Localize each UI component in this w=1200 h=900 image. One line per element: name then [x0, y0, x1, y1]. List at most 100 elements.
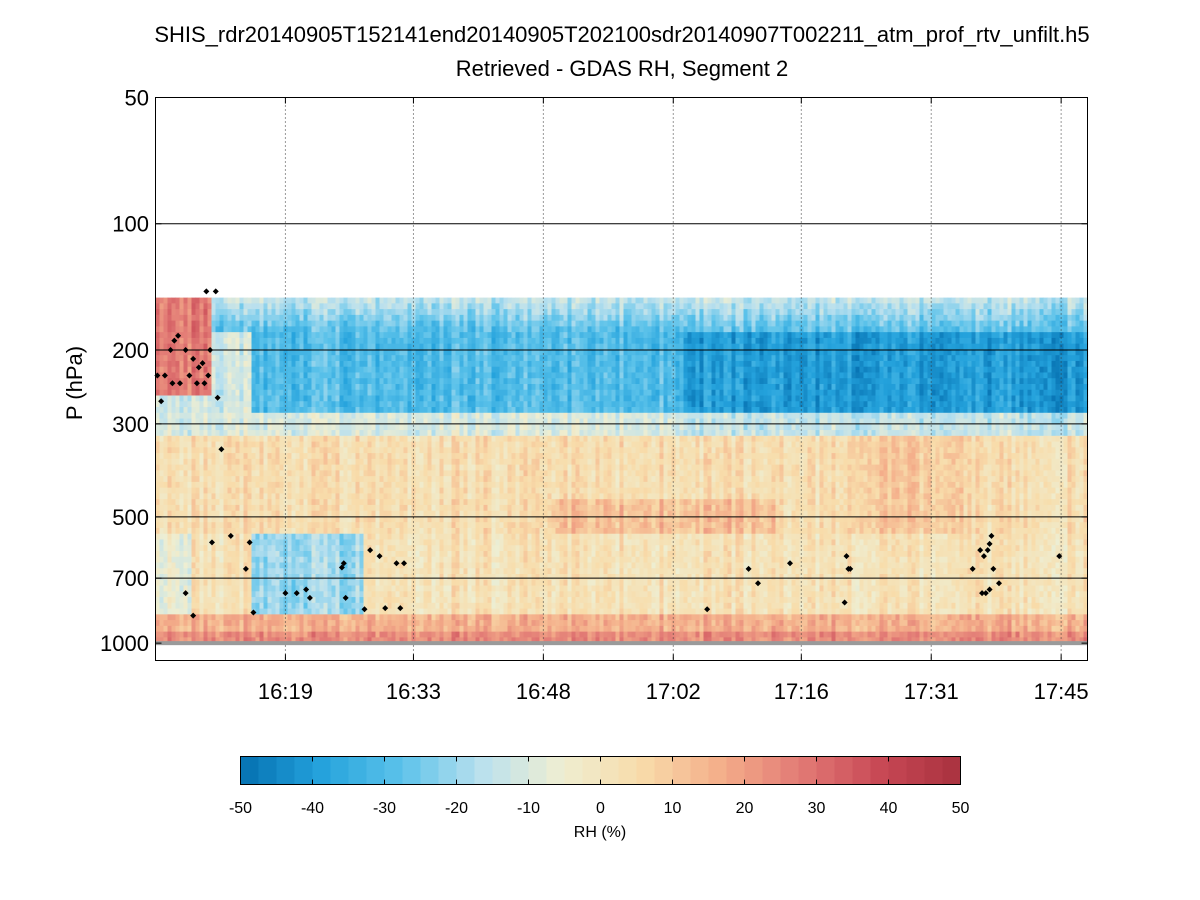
heatmap-cell [291, 510, 297, 518]
heatmap-cell [331, 378, 337, 385]
heatmap-cell [479, 620, 485, 627]
heatmap-cell [155, 556, 161, 564]
heatmap-cell [363, 314, 369, 322]
heatmap-cell [391, 487, 397, 495]
heatmap-cell [423, 493, 429, 500]
heatmap-cell [235, 383, 241, 391]
heatmap-cell [179, 551, 185, 558]
heatmap-cell [483, 378, 489, 385]
heatmap-cell [343, 297, 349, 304]
heatmap-cell [379, 378, 385, 385]
heatmap-cell [443, 602, 449, 610]
heatmap-cell [463, 435, 469, 443]
heatmap-cell [279, 574, 285, 581]
heatmap-cell [263, 309, 269, 316]
heatmap-cell [251, 303, 257, 310]
heatmap-cell [287, 401, 293, 408]
heatmap-cell [383, 504, 389, 512]
heatmap-cell [419, 412, 425, 420]
heatmap-cell [235, 504, 241, 512]
heatmap-cell [163, 297, 169, 304]
heatmap-cell [235, 551, 241, 558]
heatmap-cell [179, 522, 185, 529]
heatmap-cell [459, 551, 465, 558]
heatmap-cell [383, 620, 389, 627]
heatmap-cell [387, 458, 393, 466]
heatmap-cell [439, 597, 445, 604]
heatmap-cell [219, 453, 225, 460]
heatmap-cell [443, 591, 449, 598]
heatmap-cell [215, 309, 221, 316]
heatmap-cell [455, 585, 461, 592]
heatmap-cell [179, 470, 185, 477]
heatmap-cell [299, 447, 305, 454]
heatmap-cell [243, 481, 249, 489]
heatmap-cell [175, 430, 181, 437]
heatmap-cell [203, 320, 209, 327]
heatmap-cell [155, 418, 161, 425]
heatmap-cell [375, 303, 381, 310]
heatmap-cell [479, 533, 485, 541]
heatmap-cell [395, 625, 401, 633]
heatmap-cell [375, 631, 381, 638]
heatmap-cell [251, 378, 257, 385]
heatmap-cell [447, 591, 453, 598]
heatmap-cell [375, 378, 381, 385]
heatmap-cell [279, 476, 285, 483]
heatmap-cell [379, 493, 385, 500]
heatmap-cell [195, 487, 201, 495]
heatmap-cell [263, 464, 269, 471]
heatmap-cell [159, 522, 165, 529]
heatmap-cell [171, 579, 177, 587]
heatmap-cell [171, 453, 177, 460]
heatmap-cell [407, 533, 413, 541]
heatmap-cell [435, 337, 441, 345]
heatmap-cell [399, 360, 405, 368]
heatmap-cell [323, 568, 329, 575]
heatmap-cell [155, 533, 161, 541]
heatmap-cell [275, 418, 281, 425]
heatmap-cell [155, 401, 161, 408]
heatmap-cell [195, 614, 201, 621]
heatmap-cell [303, 614, 309, 621]
heatmap-cell [167, 366, 173, 374]
heatmap-cell [479, 355, 485, 362]
heatmap-cell [159, 551, 165, 558]
heatmap-cell [459, 453, 465, 460]
heatmap-cell [251, 314, 257, 322]
heatmap-cell [399, 458, 405, 466]
heatmap-cell [215, 349, 221, 356]
heatmap-cell [379, 314, 385, 322]
heatmap-cell [351, 539, 357, 546]
heatmap-cell [407, 372, 413, 379]
heatmap-cell [343, 326, 349, 333]
heatmap-cell [379, 453, 385, 460]
heatmap-cell [427, 412, 433, 420]
heatmap-cell [347, 562, 353, 569]
heatmap-cell [211, 314, 217, 322]
heatmap-cell [339, 602, 345, 610]
heatmap-cell [303, 562, 309, 569]
heatmap-cell [383, 579, 389, 587]
heatmap-cell [243, 510, 249, 518]
heatmap-cell [179, 637, 185, 644]
heatmap-cell [363, 545, 369, 552]
heatmap-cell [167, 435, 173, 443]
heatmap-cell [183, 366, 189, 374]
heatmap-cell [379, 372, 385, 379]
heatmap-cell [327, 504, 333, 512]
heatmap-cell [463, 424, 469, 431]
heatmap-cell [303, 551, 309, 558]
heatmap-cell [355, 337, 361, 345]
heatmap-cell [243, 349, 249, 356]
heatmap-cell [187, 412, 193, 420]
heatmap-cell [299, 378, 305, 385]
heatmap-cell [159, 401, 165, 408]
heatmap-cell [255, 343, 261, 351]
heatmap-cell [363, 476, 369, 483]
heatmap-cell [279, 516, 285, 523]
heatmap-cell [443, 303, 449, 310]
heatmap-cell [415, 493, 421, 500]
heatmap-cell [423, 349, 429, 356]
heatmap-cell [351, 412, 357, 420]
